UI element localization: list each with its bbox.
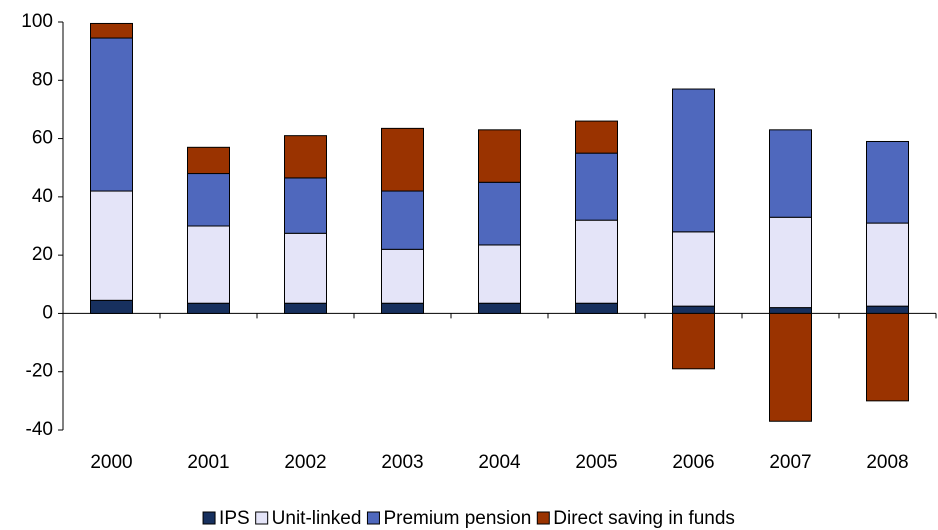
y-tick-label: 100	[21, 11, 53, 32]
bar-segment	[575, 219, 618, 304]
bar-segment	[769, 129, 812, 218]
x-tick-label: 2008	[866, 452, 908, 473]
bar-segment	[90, 22, 133, 39]
y-tick-label: 60	[32, 128, 53, 149]
legend-swatch	[255, 511, 269, 525]
bar-segment	[575, 120, 618, 154]
bar-segment	[381, 127, 424, 192]
bar-segment	[672, 312, 715, 370]
bar-segment	[284, 302, 327, 314]
bar-segment	[866, 140, 909, 224]
x-tick-label: 2005	[575, 452, 617, 473]
y-tick-label: 40	[32, 186, 53, 207]
y-tick-label: -40	[26, 419, 53, 440]
y-tick-label: -20	[26, 361, 53, 382]
y-tick-label: 0	[42, 302, 53, 323]
legend-label: IPS	[219, 508, 250, 529]
x-tick-label: 2003	[381, 452, 423, 473]
bar-segment	[478, 129, 521, 183]
bar-segment	[187, 146, 230, 175]
bar-segment	[769, 312, 812, 422]
bar-segment	[284, 232, 327, 304]
y-tick-label: 80	[32, 69, 53, 90]
bar-segment	[866, 305, 909, 314]
bar-segment	[90, 37, 133, 192]
bar-segment	[866, 312, 909, 402]
legend-swatch	[536, 511, 550, 525]
bar-segment	[90, 190, 133, 301]
bar-segment	[575, 152, 618, 221]
legend-swatch	[366, 511, 380, 525]
x-tick-label: 2007	[769, 452, 811, 473]
bar-segment	[90, 299, 133, 314]
bar-segment	[187, 173, 230, 227]
bar-segment	[769, 216, 812, 309]
bar-segment	[575, 302, 618, 314]
bar-segment	[672, 88, 715, 233]
bar-segment	[478, 302, 521, 314]
bar-segment	[769, 307, 812, 314]
bar-segment	[187, 225, 230, 304]
x-tick-label: 2000	[90, 452, 132, 473]
bar-segment	[381, 302, 424, 314]
x-tick-label: 2001	[187, 452, 229, 473]
y-tick-label: 20	[32, 244, 53, 265]
bar-segment	[672, 231, 715, 307]
bar-segment	[478, 181, 521, 246]
bar-segment	[284, 177, 327, 234]
legend: IPS Unit-linked Premium pension Direct savi…	[202, 508, 735, 529]
bar-segment	[672, 305, 715, 314]
bar-segment	[478, 244, 521, 304]
bar-segment	[381, 190, 424, 250]
legend-label: Direct saving in funds	[553, 508, 735, 529]
bar-segment	[381, 248, 424, 304]
x-tick-label: 2006	[672, 452, 714, 473]
x-tick-label: 2002	[284, 452, 326, 473]
bar-segment	[284, 135, 327, 179]
legend-label: Premium pension	[383, 508, 531, 529]
legend-label: Unit-linked	[272, 508, 362, 529]
bar-segment	[866, 222, 909, 307]
legend-swatch	[202, 511, 216, 525]
bar-segment	[187, 302, 230, 314]
x-tick-label: 2004	[478, 452, 521, 473]
